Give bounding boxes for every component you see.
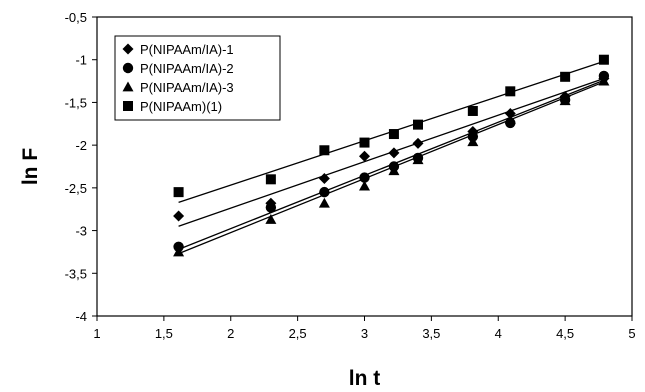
data-point-series-4 xyxy=(173,187,184,198)
y-tick-label: -0,5 xyxy=(65,10,87,25)
data-point-series-1 xyxy=(173,210,185,222)
data-point-series-1 xyxy=(504,108,516,120)
data-point-series-4 xyxy=(505,86,516,97)
data-point-series-3 xyxy=(318,197,330,208)
legend-marker-4 xyxy=(123,101,133,111)
y-tick-label: -1 xyxy=(75,53,87,68)
legend-label-4: P(NIPAAm)(1) xyxy=(140,99,222,114)
legend-label-3: P(NIPAAm/IA)-3 xyxy=(140,80,234,95)
y-tick-label: -4 xyxy=(75,309,87,324)
data-point-series-1 xyxy=(318,172,330,184)
data-point-series-3 xyxy=(173,246,185,257)
chart-axes: 1 1,5 2 2,5 3 3,5 4 4,5 5 -4 -3,5 -3 -2,5 -2 -1,5 -1 -0,… xyxy=(65,10,636,341)
data-point-series-4 xyxy=(598,54,609,65)
data-point-series-4 xyxy=(388,129,399,140)
x-tick-label: 4 xyxy=(495,326,502,341)
y-tick-label: -2,5 xyxy=(65,181,87,196)
legend-label-2: P(NIPAAm/IA)-2 xyxy=(140,61,234,76)
y-tick-label: -3 xyxy=(75,224,87,239)
legend-marker-3 xyxy=(122,81,134,92)
data-point-series-3 xyxy=(388,165,400,176)
x-tick-label: 2 xyxy=(227,326,234,341)
data-point-series-3 xyxy=(359,180,370,191)
data-point-series-3 xyxy=(265,213,277,224)
x-axis-title: ln t xyxy=(349,367,381,390)
data-point-series-4 xyxy=(359,137,370,148)
y-tick-label: -3,5 xyxy=(65,266,87,281)
x-tick-label: 3 xyxy=(361,326,368,341)
legend: P(NIPAAm/IA)-1 P(NIPAAm/IA)-2 P(NIPAAm/IA)… xyxy=(114,35,281,121)
data-point-series-1 xyxy=(412,137,424,149)
y-axis-title: ln F xyxy=(19,148,42,185)
x-tick-label: 1 xyxy=(93,326,100,341)
data-point-series-4 xyxy=(413,119,423,130)
x-tick-label: 5 xyxy=(628,326,635,341)
data-points xyxy=(173,54,610,257)
y-tick-label: -2 xyxy=(75,138,87,153)
x-tick-label: 2,5 xyxy=(289,326,307,341)
data-point-series-4 xyxy=(319,145,330,156)
y-tick-label: -1,5 xyxy=(65,95,87,110)
x-tick-label: 1,5 xyxy=(155,326,173,341)
x-tick-label: 3,5 xyxy=(422,326,440,341)
data-point-series-3 xyxy=(412,154,424,165)
legend-box xyxy=(114,35,281,121)
data-point-series-1 xyxy=(388,147,400,159)
legend-marker-1 xyxy=(122,43,134,55)
data-point-series-3 xyxy=(559,95,571,106)
data-point-series-3 xyxy=(467,136,479,147)
data-point-series-4 xyxy=(265,174,276,185)
data-point-series-4 xyxy=(560,71,571,82)
data-point-series-4 xyxy=(467,105,478,116)
data-point-series-2 xyxy=(265,202,277,213)
data-point-series-2 xyxy=(359,172,370,183)
x-tick-label: 4,5 xyxy=(556,326,574,341)
data-point-series-3 xyxy=(504,114,516,124)
data-point-series-2 xyxy=(319,186,330,198)
legend-marker-2 xyxy=(122,62,134,74)
data-point-series-3 xyxy=(598,75,610,86)
legend-label-1: P(NIPAAm/IA)-1 xyxy=(140,42,234,57)
data-point-series-1 xyxy=(359,150,370,162)
